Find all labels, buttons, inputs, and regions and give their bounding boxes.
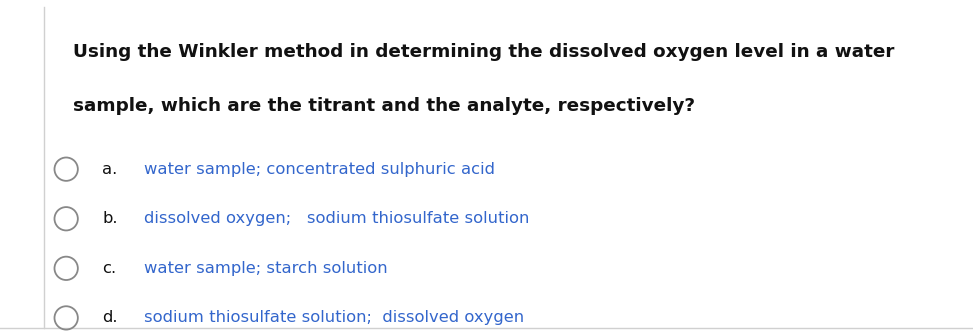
- Text: d.: d.: [102, 311, 118, 325]
- Text: b.: b.: [102, 211, 118, 226]
- Text: c.: c.: [102, 261, 117, 276]
- Text: a.: a.: [102, 162, 118, 177]
- Text: sodium thiosulfate solution;  dissolved oxygen: sodium thiosulfate solution; dissolved o…: [144, 311, 524, 325]
- Text: water sample; concentrated sulphuric acid: water sample; concentrated sulphuric aci…: [144, 162, 495, 177]
- Text: water sample; starch solution: water sample; starch solution: [144, 261, 387, 276]
- Text: sample, which are the titrant and the analyte, respectively?: sample, which are the titrant and the an…: [73, 96, 695, 115]
- Text: dissolved oxygen;   sodium thiosulfate solution: dissolved oxygen; sodium thiosulfate sol…: [144, 211, 529, 226]
- Text: Using the Winkler method in determining the dissolved oxygen level in a water: Using the Winkler method in determining …: [73, 43, 894, 61]
